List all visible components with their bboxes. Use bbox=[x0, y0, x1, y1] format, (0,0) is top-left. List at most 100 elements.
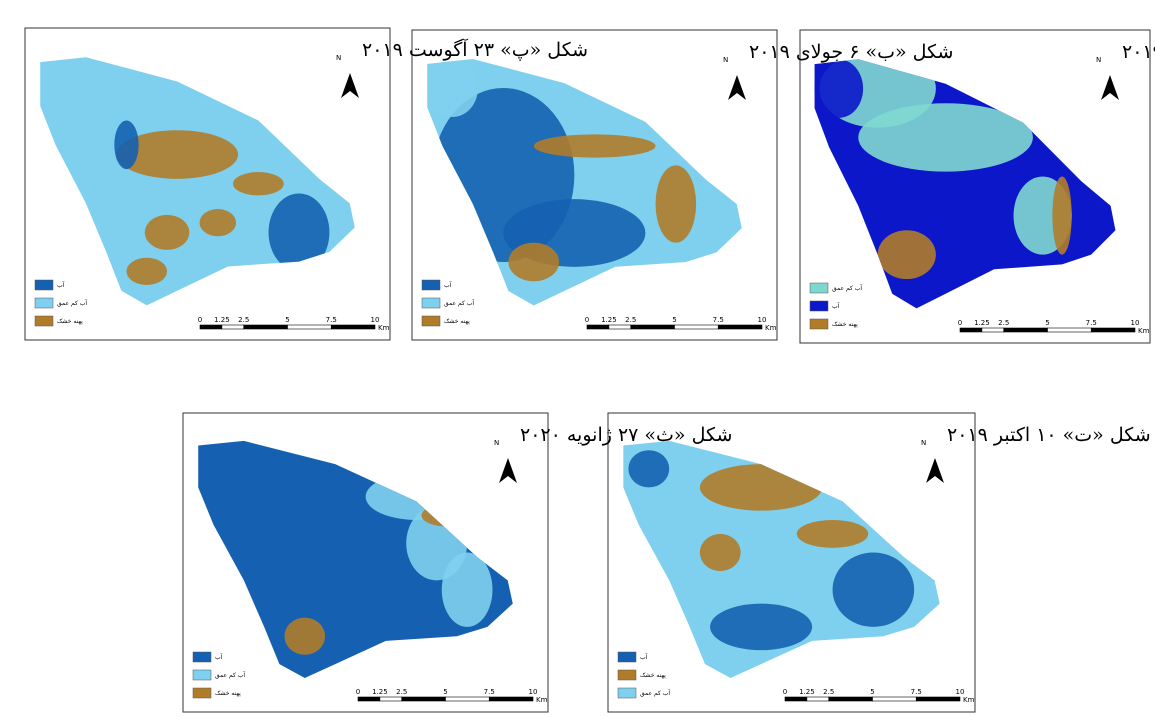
legend-label: پهنه خشک bbox=[215, 690, 241, 697]
scale-label: 1.25 bbox=[372, 688, 388, 696]
class-patch bbox=[144, 214, 190, 250]
scale-unit: Km bbox=[765, 324, 777, 332]
legend-label: پهنه خشک bbox=[444, 318, 470, 325]
scale-segment bbox=[1090, 327, 1136, 333]
scale-label: 0 bbox=[585, 316, 589, 324]
class-patch bbox=[533, 134, 656, 158]
lake-classes bbox=[814, 59, 1072, 280]
scale-unit: Km bbox=[963, 696, 975, 704]
scale-segment bbox=[717, 324, 763, 330]
scale-segment bbox=[330, 324, 376, 330]
scale-segment bbox=[806, 696, 830, 702]
scale-label: 0 bbox=[783, 688, 787, 696]
lake-area bbox=[198, 440, 513, 679]
class-patch bbox=[832, 552, 915, 627]
scale-label: 2.5 bbox=[625, 316, 636, 324]
class-patch bbox=[199, 209, 237, 237]
legend-swatch bbox=[809, 282, 829, 294]
legend-swatch bbox=[34, 297, 54, 309]
north-arrow bbox=[341, 73, 359, 98]
scale-label: 2.5 bbox=[998, 319, 1009, 327]
scale-segment bbox=[828, 696, 873, 702]
scale-segment bbox=[915, 696, 961, 702]
class-patch bbox=[284, 617, 326, 655]
scale-segment bbox=[221, 324, 245, 330]
scale-label: 2.5 bbox=[238, 316, 249, 324]
north-arrow bbox=[1101, 75, 1119, 100]
scale-unit: Km bbox=[1138, 327, 1150, 335]
class-patch bbox=[699, 533, 741, 572]
scale-segment bbox=[1003, 327, 1048, 333]
panel-title: شکل «ت» ۱۰ اکتبر ۲۰۱۹ bbox=[947, 424, 1151, 446]
class-patch bbox=[814, 59, 864, 118]
scale-label: 10 bbox=[1131, 319, 1140, 327]
scale-segment bbox=[488, 696, 534, 702]
scale-segment bbox=[379, 696, 403, 702]
scale-segment bbox=[1047, 327, 1092, 333]
legend-swatch bbox=[421, 297, 441, 309]
scale-segment bbox=[981, 327, 1005, 333]
scale-label: 10 bbox=[529, 688, 538, 696]
legend-swatch bbox=[421, 279, 441, 291]
class-patch bbox=[114, 120, 139, 170]
legend-label: پهنه خشک bbox=[640, 672, 666, 679]
scale-segment bbox=[630, 324, 675, 330]
legend-swatch bbox=[617, 651, 637, 663]
scale-label: 0 bbox=[198, 316, 202, 324]
scale-label: 10 bbox=[371, 316, 380, 324]
lake-classes bbox=[114, 120, 330, 285]
scale-segment bbox=[243, 324, 288, 330]
scale-segment bbox=[199, 324, 223, 330]
legend-label: آب کم عمق bbox=[832, 283, 862, 292]
legend-label: پهنه خشک bbox=[832, 321, 858, 328]
north-arrow bbox=[499, 458, 517, 483]
scale-label: 10 bbox=[956, 688, 965, 696]
panel-title: شکل «الف» ۱ می ۲۰۱۹ bbox=[1122, 41, 1155, 63]
scale-unit: Km bbox=[378, 324, 390, 332]
scale-segment bbox=[357, 696, 381, 702]
legend-label: آب bbox=[640, 652, 648, 661]
legend-swatch bbox=[192, 687, 212, 699]
scale-label: 5 bbox=[443, 688, 447, 696]
legend-swatch bbox=[617, 669, 637, 681]
scale-segment bbox=[586, 324, 610, 330]
class-patch bbox=[710, 603, 813, 651]
north-label: N bbox=[921, 439, 926, 447]
north-label: N bbox=[723, 56, 728, 64]
scale-label: 7.5 bbox=[911, 688, 922, 696]
class-patch bbox=[268, 193, 330, 272]
scale-label: 7.5 bbox=[326, 316, 337, 324]
map-panel: شکل «ث» ۲۷ ژانویه ۲۰۲۰ N آب آب کم عمق پهنه خ… bbox=[182, 412, 732, 713]
scale-label: 2.5 bbox=[396, 688, 407, 696]
legend-swatch bbox=[34, 315, 54, 327]
legend-label: آب bbox=[444, 280, 452, 289]
panel-title: شکل «ث» ۲۷ ژانویه ۲۰۲۰ bbox=[520, 424, 732, 446]
scale-label: 5 bbox=[870, 688, 874, 696]
scale-label: 5 bbox=[672, 316, 676, 324]
legend-label: آب bbox=[832, 301, 840, 310]
class-patch bbox=[116, 130, 239, 179]
scale-segment bbox=[445, 696, 490, 702]
scale-label: 1.25 bbox=[214, 316, 230, 324]
legend-label: آب کم عمق bbox=[57, 298, 87, 307]
legend-swatch bbox=[34, 279, 54, 291]
scale-segment bbox=[287, 324, 332, 330]
legend-swatch bbox=[809, 300, 829, 312]
north-arrow bbox=[728, 75, 746, 100]
class-patch bbox=[655, 165, 697, 243]
scale-label: 0 bbox=[356, 688, 360, 696]
scale-segment bbox=[784, 696, 808, 702]
scale-label: 5 bbox=[1045, 319, 1049, 327]
scale-unit: Km bbox=[536, 696, 548, 704]
north-label: N bbox=[1096, 56, 1101, 64]
north-arrow bbox=[926, 458, 944, 483]
scale-label: 7.5 bbox=[484, 688, 495, 696]
legend-swatch bbox=[617, 687, 637, 699]
scale-segment bbox=[959, 327, 983, 333]
legend-label: پهنه خشک bbox=[57, 318, 83, 325]
class-patch bbox=[126, 257, 168, 285]
legend-swatch bbox=[421, 315, 441, 327]
scale-label: 0 bbox=[958, 319, 962, 327]
class-patch bbox=[628, 450, 670, 488]
scale-label: 2.5 bbox=[823, 688, 834, 696]
